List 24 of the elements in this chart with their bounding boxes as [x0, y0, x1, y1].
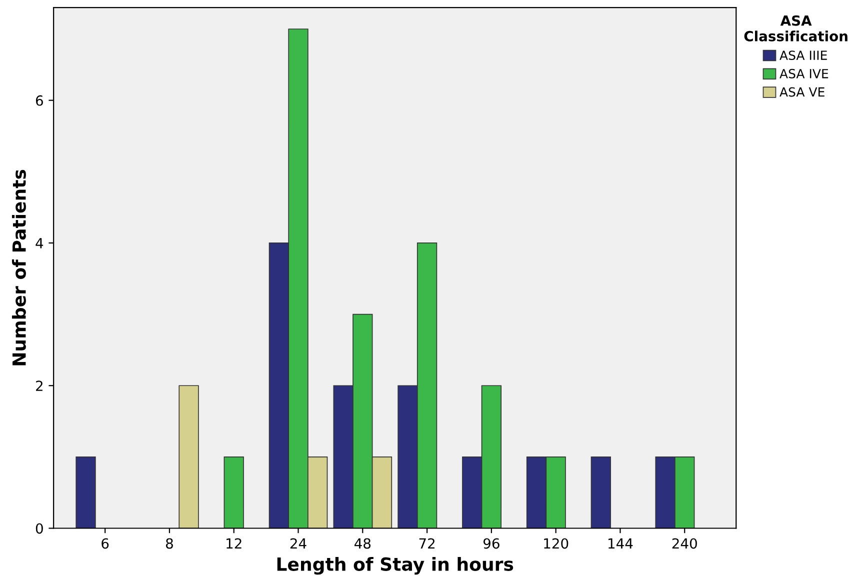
x-tick-label: 12: [226, 538, 242, 549]
x-tick-label: 72: [419, 538, 434, 549]
bar: [76, 456, 96, 528]
legend-title: ASA Classification: [744, 15, 848, 42]
x-tick-label: 96: [483, 538, 500, 549]
y-tick-label: 6: [36, 95, 43, 106]
x-tick-label: 240: [672, 538, 697, 549]
legend-label: ASA IVE: [780, 68, 828, 78]
x-tick-label: 120: [544, 538, 568, 549]
legend-label: ASA IIIE: [780, 50, 827, 60]
legend-label: ASA VE: [780, 87, 824, 97]
x-tick-label: 144: [608, 538, 633, 549]
y-tick-label: 4: [36, 238, 44, 248]
x-axis-title: Length of Stay in hours: [277, 556, 514, 575]
x-tick-label: 6: [102, 538, 109, 549]
y-tick-label: 2: [36, 380, 42, 391]
x-tick-label: 8: [166, 538, 173, 549]
x-tick-label: 48: [354, 538, 371, 549]
bar: [224, 456, 244, 528]
y-tick-label: 0: [36, 523, 43, 534]
x-tick-label: 24: [290, 538, 306, 549]
y-axis-title: Number of Patients: [12, 170, 26, 366]
bar: [178, 385, 199, 528]
bar: [590, 456, 611, 528]
